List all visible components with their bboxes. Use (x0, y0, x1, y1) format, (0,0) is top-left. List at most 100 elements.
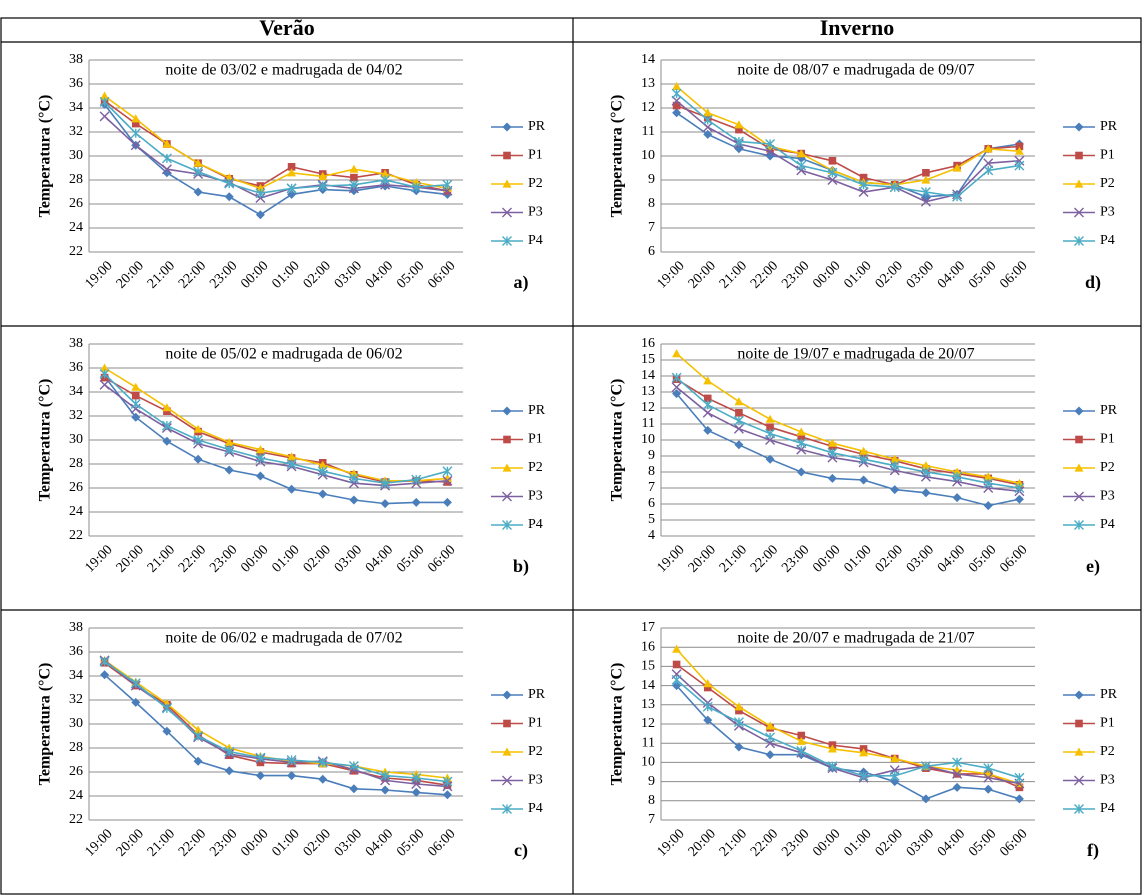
marker (193, 756, 203, 766)
marker (380, 775, 391, 786)
marker (765, 721, 775, 730)
marker (827, 438, 837, 447)
x-tick-label: 03:00 (904, 542, 937, 575)
marker (287, 452, 297, 461)
marker (287, 189, 297, 199)
marker (256, 758, 265, 767)
marker (703, 129, 713, 139)
marker (131, 119, 140, 128)
legend-label: PR (528, 687, 546, 702)
marker (983, 483, 994, 493)
y-tick-label: 7 (648, 812, 655, 827)
marker (827, 744, 837, 753)
marker (672, 101, 681, 110)
marker (442, 466, 453, 477)
y-tick-label: 26 (69, 480, 83, 495)
y-tick-label: 26 (69, 764, 83, 779)
y-tick-label: 28 (69, 172, 83, 187)
marker (193, 158, 203, 167)
marker (672, 681, 682, 691)
x-tick-label: 19:00 (655, 542, 688, 575)
marker (350, 767, 358, 775)
marker (952, 757, 963, 768)
marker (255, 752, 266, 763)
marker (1074, 491, 1084, 502)
legend-label: P1 (528, 716, 543, 731)
marker (380, 181, 390, 191)
y-tick-label: 12 (641, 716, 655, 731)
y-tick-label: 16 (641, 639, 655, 654)
marker (193, 435, 204, 445)
marker (733, 717, 744, 728)
chart-title: noite de 05/02 e madrugada de 06/02 (165, 346, 402, 363)
y-tick-label: 10 (641, 148, 655, 163)
x-tick-label: 23:00 (207, 542, 240, 575)
series-line (104, 115, 448, 199)
x-tick-label: 01:00 (270, 258, 303, 291)
x-tick-label: 23:00 (779, 258, 812, 291)
marker (827, 473, 837, 483)
marker (193, 424, 203, 433)
legend-label: P3 (528, 489, 543, 504)
marker (889, 770, 900, 781)
x-tick-label: 05:00 (966, 258, 999, 291)
y-tick-label: 4 (648, 528, 655, 543)
x-tick-label: 20:00 (686, 826, 719, 859)
marker (1075, 435, 1083, 444)
series-line (676, 352, 1020, 484)
y-tick-label: 14 (641, 368, 655, 383)
y-tick-label: 7 (648, 480, 655, 495)
legend-label: P1 (528, 432, 543, 447)
x-tick-label: 06:00 (997, 826, 1030, 859)
y-tick-label: 8 (648, 196, 655, 211)
x-tick-label: 01:00 (842, 826, 875, 859)
x-tick-label: 21:00 (717, 258, 750, 291)
x-tick-label: 03:00 (332, 542, 365, 575)
marker (130, 140, 141, 151)
marker (1074, 179, 1084, 188)
marker (703, 394, 712, 403)
marker (765, 732, 776, 743)
y-tick-label: 10 (641, 755, 655, 770)
marker (827, 447, 838, 458)
marker (920, 196, 931, 207)
x-tick-label: 00:00 (810, 542, 843, 575)
marker (765, 454, 775, 464)
marker (442, 776, 453, 787)
legend-label: PR (528, 403, 546, 418)
marker (672, 108, 682, 118)
legend-label: P2 (1100, 744, 1115, 759)
marker (671, 88, 682, 99)
marker (380, 785, 390, 795)
marker (411, 773, 422, 783)
marker (890, 485, 900, 495)
y-tick-label: 9 (648, 448, 655, 463)
marker (827, 175, 838, 185)
marker (1074, 207, 1084, 218)
y-tick-label: 22 (69, 244, 83, 259)
legend-label: P4 (1100, 517, 1115, 532)
marker (1015, 142, 1024, 151)
x-tick-label: 02:00 (873, 258, 906, 291)
marker (765, 414, 775, 423)
x-tick-label: 04:00 (935, 258, 968, 291)
marker (858, 454, 869, 465)
marker (380, 169, 390, 178)
marker (131, 382, 141, 391)
legend-label: P4 (528, 517, 543, 532)
marker (952, 191, 963, 202)
marker (735, 706, 743, 715)
chart-title: noite de 03/02 e madrugada de 04/02 (165, 62, 402, 79)
series-line (104, 367, 448, 482)
y-tick-label: 14 (641, 52, 655, 67)
x-tick-label: 20:00 (686, 258, 719, 291)
marker (255, 210, 265, 220)
marker (348, 761, 359, 771)
marker (255, 771, 265, 781)
marker (672, 660, 681, 669)
marker (317, 181, 328, 191)
y-tick-label: 34 (69, 100, 83, 115)
marker (952, 476, 963, 487)
y-tick-label: 24 (69, 788, 83, 803)
y-tick-label: 8 (648, 793, 655, 808)
